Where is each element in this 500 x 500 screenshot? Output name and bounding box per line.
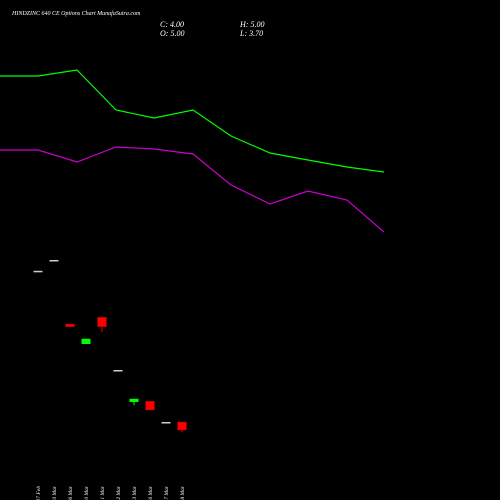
header-high: H: 5.00 [239,20,264,29]
header-close: C: 4.00 [160,20,184,29]
line-series [0,69,385,173]
header-open: O: 5.00 [160,29,184,38]
x-tick-label: 18 Mar [180,485,186,500]
x-tick-label: 16 Mar [148,485,154,500]
x-tick-label: 06 Mar [68,485,74,500]
candle-body [33,270,43,273]
x-tick-label: 17 Mar [164,485,170,500]
x-tick-label: 10 Mar [84,485,90,500]
x-tick-label: 13 Mar [132,485,138,500]
header-low: L: 3.70 [239,29,263,38]
x-tick-label: 27 Feb [36,486,42,500]
candle-body [161,422,171,424]
candle-body [177,421,187,431]
x-tick-label: 03 Mar [52,485,58,500]
candle-body [113,370,123,372]
candle-body [49,260,59,262]
x-tick-label: 12 Mar [116,485,122,500]
candle-body [81,338,91,344]
candle-body [65,323,75,328]
line-series [0,146,385,233]
x-tick-label: 11 Mar [100,485,106,500]
chart-title: HINDZINC 640 CE Options Chart MunafaSutr… [11,10,141,17]
candle-body [97,316,107,328]
candle-body [145,400,155,411]
candle-body [129,398,139,402]
